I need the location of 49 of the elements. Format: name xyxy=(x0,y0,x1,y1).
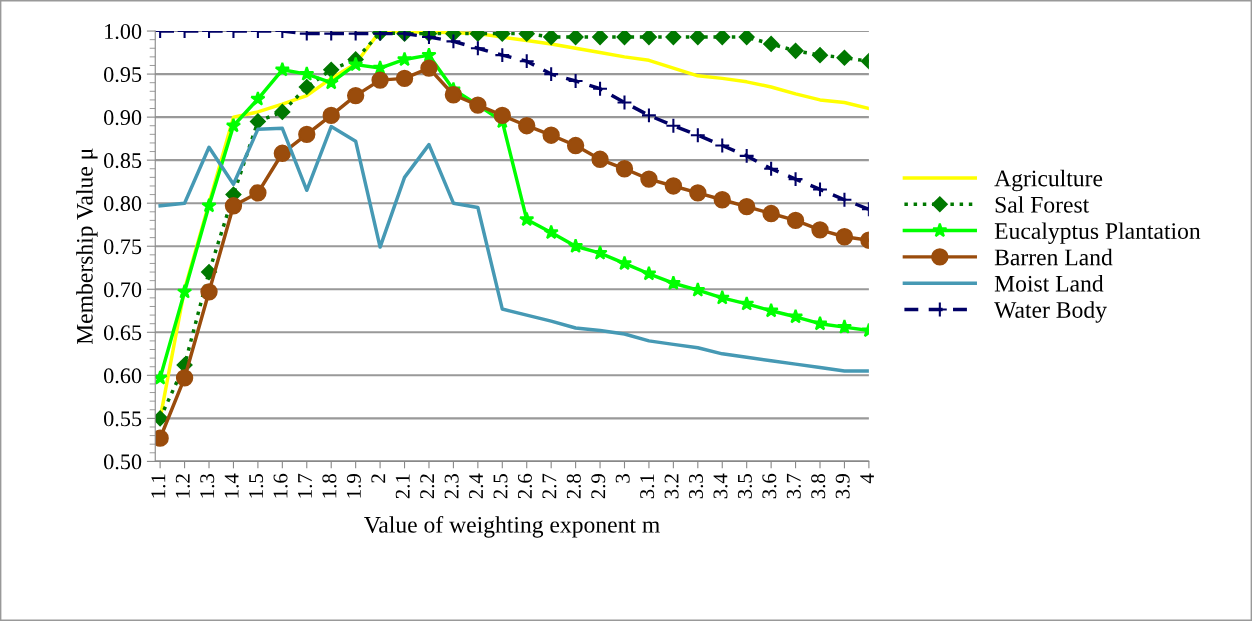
x-tick-label: 1.2 xyxy=(175,474,190,498)
x-tick-label: 2.8 xyxy=(566,474,581,499)
x-tick-label: 1.6 xyxy=(273,473,288,498)
x-tick-label: 2.6 xyxy=(517,473,533,499)
legend-label: Eucalyptus Plantation xyxy=(994,222,1201,244)
y-tick-label: 0.65 xyxy=(104,325,142,341)
x-tick-label: 1.9 xyxy=(346,474,361,498)
y-tick-label: 0.70 xyxy=(104,282,142,298)
x-tick-label: 4 xyxy=(860,473,874,484)
y-tick-label: 0.50 xyxy=(104,454,142,470)
x-tick-label: 2.5 xyxy=(493,474,508,499)
y-axis-title: Membership Value μ xyxy=(76,148,98,345)
legend-label: Water Body xyxy=(994,301,1107,323)
x-tick-label: 2.7 xyxy=(542,473,557,499)
x-tick-label: 1.1 xyxy=(151,474,166,498)
x-tick-label: 1.3 xyxy=(200,474,215,498)
x-tick-label: 2.1 xyxy=(395,474,410,499)
y-tick-label: 0.60 xyxy=(104,368,142,384)
y-tick-label: 0.90 xyxy=(104,110,142,126)
x-tick-label: 3.8 xyxy=(811,474,826,499)
x-tick-label: 2 xyxy=(371,474,386,483)
y-tick-label: 0.80 xyxy=(104,196,142,212)
y-tick-label: 0.85 xyxy=(104,153,142,169)
x-tick-label: 1.8 xyxy=(322,474,337,498)
legend-label: Barren Land xyxy=(994,248,1113,266)
x-tick-label: 3 xyxy=(615,474,630,483)
y-tick-label: 0.55 xyxy=(104,411,142,427)
x-tick-label: 1.7 xyxy=(298,473,313,498)
x-tick-label: 2.3 xyxy=(444,474,459,499)
x-tick-label: 3.9 xyxy=(835,474,850,499)
legend-label: Sal Forest xyxy=(995,196,1090,213)
x-tick-label: 3.3 xyxy=(689,474,704,499)
y-tick-label: 0.75 xyxy=(104,239,142,255)
x-tick-label: 2.2 xyxy=(420,474,435,499)
x-tick-label: 3.1 xyxy=(640,474,655,499)
x-tick-label: 2.4 xyxy=(469,473,484,499)
y-tick-label: 0.95 xyxy=(104,67,142,83)
x-tick-label: 1.4 xyxy=(224,473,239,498)
y-tick-label: 1.00 xyxy=(105,23,142,40)
x-tick-label: 3.7 xyxy=(786,473,801,499)
legend-label: Agriculture xyxy=(994,169,1103,192)
x-tick-label: 2.9 xyxy=(591,474,606,499)
x-axis-title: Value of weighting exponent m xyxy=(364,515,660,538)
legend-label: Moist Land xyxy=(994,275,1104,292)
x-tick-label: 3.6 xyxy=(762,473,777,499)
x-tick-label: 3.4 xyxy=(713,473,728,499)
x-tick-label: 3.2 xyxy=(664,474,679,499)
x-tick-label: 1.5 xyxy=(249,474,264,498)
x-tick-label: 3.5 xyxy=(737,474,752,499)
